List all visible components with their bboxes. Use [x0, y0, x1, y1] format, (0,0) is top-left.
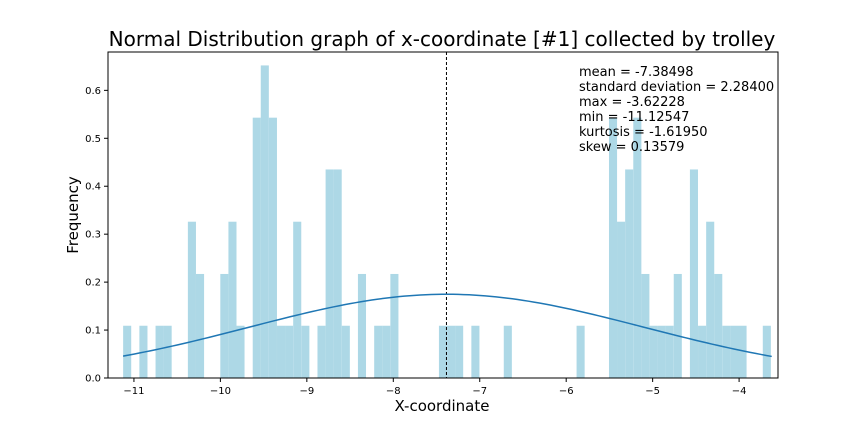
histogram-bar — [333, 169, 342, 378]
stats-line: standard deviation = 2.28400 — [579, 80, 774, 95]
bars-layer — [123, 65, 771, 379]
stats-line: min = -11.12547 — [579, 110, 689, 125]
y-tick-label: 0.3 — [85, 230, 101, 241]
histogram-bar — [633, 117, 642, 378]
histogram-bar — [341, 325, 350, 378]
histogram-bar — [268, 117, 277, 378]
x-axis-ticks: −11 −10 −9 −8 −7 −6 −5 −4 — [123, 378, 746, 397]
histogram-bar — [390, 273, 399, 378]
x-tick-label: −5 — [645, 386, 660, 397]
plot-frame — [107, 51, 779, 379]
y-tick-label: 0.4 — [85, 182, 101, 193]
histogram-bar — [657, 325, 666, 378]
histogram-bar — [617, 221, 626, 378]
histogram-bar — [252, 117, 261, 378]
y-tick-label: 0.2 — [85, 278, 101, 289]
histogram-bar — [730, 325, 739, 378]
histogram-bar — [163, 325, 172, 378]
histogram-bar — [576, 325, 585, 378]
histogram-bar — [649, 325, 658, 378]
histogram-bar — [123, 325, 132, 378]
histogram-bar — [317, 325, 326, 378]
histogram-bar — [714, 273, 723, 378]
x-tick-label: −9 — [299, 386, 314, 397]
y-tick-label: 0.6 — [85, 86, 101, 97]
histogram-bar — [503, 325, 512, 378]
histogram-bar — [187, 221, 196, 378]
x-tick-label: −10 — [210, 386, 231, 397]
x-axis-label: X-coordinate — [395, 397, 490, 415]
chart-title: Normal Distribution graph of x-coordinat… — [109, 27, 776, 51]
histogram-bar — [277, 325, 286, 378]
x-tick-label: −8 — [386, 386, 401, 397]
histogram-bar — [196, 273, 205, 378]
histogram-bar — [447, 325, 456, 378]
histogram-bar — [762, 325, 771, 378]
histogram-bar — [357, 273, 367, 378]
histogram-bar — [374, 325, 383, 378]
y-axis-ticks: 0.0 0.1 0.2 0.3 0.4 0.5 0.6 — [85, 86, 108, 385]
y-axis-label: Frequency — [64, 176, 82, 254]
histogram-bar — [625, 169, 634, 378]
stats-line: skew = 0.13579 — [579, 140, 684, 155]
histogram-bar — [665, 325, 674, 378]
histogram-bar — [228, 221, 237, 378]
histogram-bar — [738, 325, 747, 378]
histogram-bar — [471, 325, 480, 378]
histogram-bar — [285, 325, 294, 378]
histogram-bar — [236, 325, 245, 378]
histogram-bar — [220, 273, 229, 378]
histogram-bar — [673, 273, 682, 378]
histogram-bar — [325, 169, 334, 378]
histogram-bar — [438, 325, 448, 378]
stats-line: mean = -7.38498 — [579, 65, 693, 80]
histogram-bar — [641, 273, 650, 378]
histogram-bar — [455, 325, 464, 378]
pdf-curve-layer — [122, 293, 772, 358]
y-tick-label: 0.0 — [85, 374, 101, 385]
histogram-bar — [698, 325, 707, 378]
histogram-bar — [608, 117, 618, 378]
x-tick-label: −7 — [472, 386, 487, 397]
histogram-bar — [689, 169, 698, 378]
histogram-bar — [155, 325, 164, 378]
histogram-bar — [260, 65, 269, 379]
stats-line: max = -3.62228 — [579, 95, 685, 110]
x-tick-label: −11 — [123, 386, 144, 397]
histogram-bar — [706, 221, 715, 378]
histogram-bar — [293, 221, 302, 378]
pdf-curve — [122, 293, 772, 358]
y-tick-label: 0.5 — [85, 134, 101, 145]
histogram-bar — [722, 325, 731, 378]
x-tick-label: −4 — [732, 386, 747, 397]
y-tick-label: 0.1 — [85, 326, 101, 337]
stats-line: kurtosis = -1.61950 — [579, 125, 708, 140]
x-tick-label: −6 — [559, 386, 574, 397]
histogram-bar — [301, 325, 310, 378]
histogram-bar — [382, 325, 391, 378]
